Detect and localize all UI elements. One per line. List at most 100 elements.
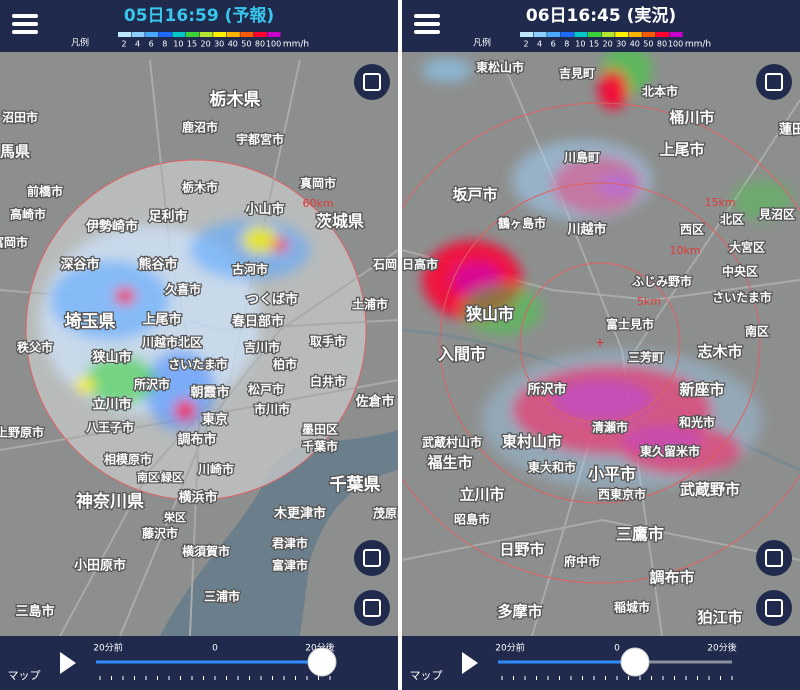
- rain-cell: [50, 260, 170, 340]
- menu-button[interactable]: [12, 14, 38, 34]
- slider-knob[interactable]: [620, 647, 650, 677]
- place-label: 古河市: [232, 262, 268, 277]
- place-label: 三島市: [15, 604, 54, 620]
- place-label: 栃木市: [182, 180, 218, 195]
- legend-label: 凡例: [71, 37, 89, 49]
- place-label: 昭島市: [454, 512, 490, 527]
- legend-swatch: [615, 32, 629, 37]
- place-label: 伊勢崎市: [85, 219, 138, 235]
- legend-swatch: [213, 32, 227, 37]
- place-label: 西区: [680, 223, 704, 237]
- place-label: 小山市: [245, 202, 284, 218]
- slider-start: 20分前: [495, 642, 524, 654]
- place-label: 栃木県: [210, 89, 261, 110]
- legend-value: 40: [630, 40, 640, 49]
- place-label: 調布市: [177, 432, 216, 448]
- button-icon: [363, 549, 381, 567]
- place-label: 馬県: [0, 143, 30, 161]
- rain-cell: [598, 70, 628, 110]
- road: [531, 99, 800, 636]
- place-label: 川崎市: [197, 462, 234, 477]
- rain-cell: [175, 400, 195, 420]
- layers-button[interactable]: [756, 64, 792, 100]
- road: [501, 59, 663, 636]
- play-button[interactable]: [60, 652, 76, 674]
- place-label: 立川市: [459, 486, 504, 504]
- legend-value: 30: [214, 40, 224, 49]
- button-circle: [756, 64, 792, 100]
- legend-swatch: [226, 32, 240, 37]
- legend-value: 8: [162, 40, 167, 49]
- place-label: 立川市: [92, 397, 131, 413]
- place-label: 栄区: [163, 510, 186, 524]
- place-label: 東松山市: [476, 60, 524, 75]
- layers-button[interactable]: [354, 64, 390, 100]
- place-label: 取手市: [310, 334, 346, 349]
- place-label: 茂原: [373, 506, 397, 521]
- rain-cell: [145, 350, 215, 430]
- legend-value: 15: [187, 40, 197, 49]
- button-icon: [765, 549, 783, 567]
- center-mark: +: [191, 333, 201, 347]
- legend-value: 15: [589, 40, 599, 49]
- place-label: 川島町: [563, 150, 600, 165]
- legend-swatch: [199, 32, 213, 37]
- legend-swatch: [601, 32, 615, 37]
- legend-swatch: [628, 32, 642, 37]
- slider-knob[interactable]: [307, 647, 337, 677]
- legend-swatch: [642, 32, 656, 37]
- title: 06日16:45 (実況): [526, 5, 676, 26]
- place-label: 多摩市: [497, 603, 542, 621]
- menu-button[interactable]: [414, 14, 440, 34]
- place-label: 横浜市: [178, 490, 217, 506]
- distance-label: 15km: [704, 196, 735, 209]
- slider-start: 20分前: [93, 642, 122, 654]
- drop-button[interactable]: [354, 590, 390, 626]
- button-icon: [765, 73, 783, 91]
- slider-mid: 0: [212, 644, 218, 654]
- place-label: 埼玉県: [65, 311, 116, 332]
- place-label: 前橋市: [27, 184, 63, 199]
- rain-cell: [272, 239, 288, 251]
- place-label: 春日部市: [231, 314, 284, 330]
- place-label: 上野原市: [0, 425, 44, 440]
- legend-swatch: [158, 32, 172, 37]
- legend-swatch: [172, 32, 186, 37]
- place-label: 秩父市: [17, 340, 53, 355]
- legend-value: 30: [616, 40, 626, 49]
- place-label: 鶴ヶ島市: [498, 216, 546, 231]
- place-label: 熊谷市: [138, 257, 177, 273]
- place-label: 見沼区: [758, 207, 795, 222]
- place-label: 西東京市: [598, 487, 646, 502]
- place-label: 狛江市: [696, 609, 742, 627]
- rain-cell: [512, 140, 652, 220]
- header: [0, 0, 398, 52]
- place-label: 小田原市: [74, 558, 126, 574]
- paint-button[interactable]: [354, 540, 390, 576]
- legend-value: 8: [564, 40, 569, 49]
- place-label: 三鷹市: [616, 525, 664, 544]
- button-circle: [354, 590, 390, 626]
- range-ring: [519, 262, 681, 424]
- place-label: 三浦市: [204, 589, 240, 604]
- place-label: 千葉県: [330, 474, 381, 495]
- play-button[interactable]: [462, 652, 478, 674]
- legend-value: 40: [228, 40, 238, 49]
- legend-swatch: [547, 32, 561, 37]
- place-label: 小平市: [588, 465, 636, 484]
- place-label: 木更津市: [273, 506, 326, 522]
- range-ring: [402, 102, 800, 584]
- drop-button[interactable]: [756, 590, 792, 626]
- place-label: さいたま市: [168, 357, 228, 372]
- legend-value: 20: [603, 40, 613, 49]
- place-label: 和光市: [678, 415, 715, 430]
- rain-cell: [75, 377, 95, 393]
- menu-bar: [12, 22, 38, 26]
- slider-end: 20分後: [707, 642, 736, 654]
- menu-bar: [414, 30, 440, 34]
- rain-cell: [242, 226, 278, 254]
- place-label: 石岡: [372, 258, 397, 272]
- place-label: 千葉市: [302, 439, 338, 454]
- paint-button[interactable]: [756, 540, 792, 576]
